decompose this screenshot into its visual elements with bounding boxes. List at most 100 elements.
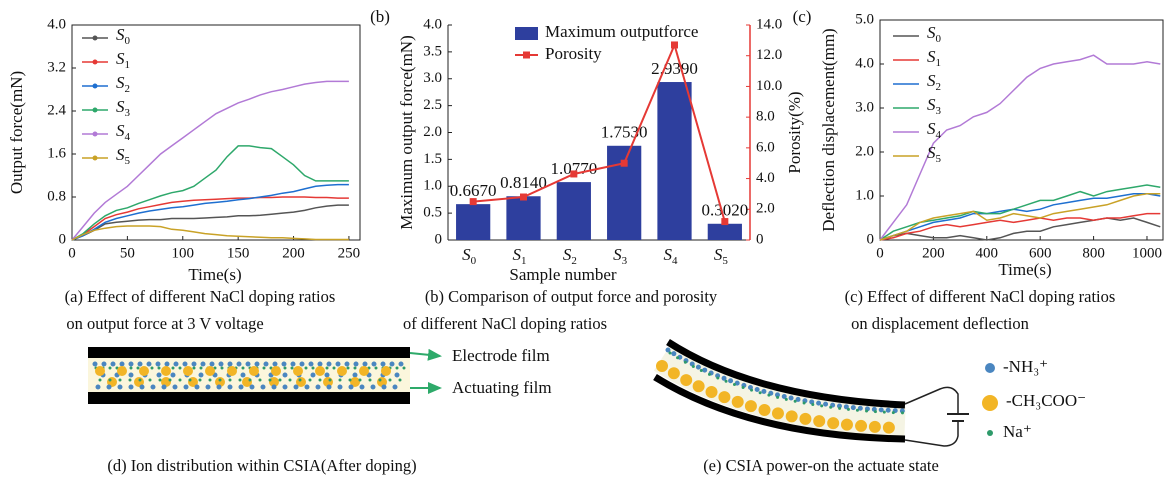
value-label: 0.3020 [701, 201, 748, 220]
legend-symbol [982, 395, 998, 411]
point-marker [570, 170, 577, 177]
y-tick-label: 1.0 [423, 178, 442, 194]
y-tick-label: 4.0 [47, 16, 66, 32]
y-tick-label: 4.0 [423, 16, 442, 32]
legend-label: S4 [927, 119, 942, 141]
y2-tick-label: 4.0 [756, 170, 775, 186]
x-tick-label: 250 [338, 245, 361, 261]
series-line [880, 55, 1160, 240]
y-axis-label: Output force(mN) [7, 71, 26, 194]
y-tick-label: 5.0 [855, 11, 874, 27]
y-axis-label: Maximum output force(mN) [397, 35, 416, 230]
legend-swatch [515, 27, 538, 40]
x-tick-label: 50 [120, 245, 135, 261]
x-axis-label: Sample number [509, 265, 617, 284]
x-tick-label: 100 [172, 245, 195, 261]
y2-tick-label: 12.0 [756, 47, 782, 63]
legend-label: S0 [927, 23, 942, 45]
legend-label: S3 [116, 97, 131, 119]
bar [506, 196, 540, 240]
label: Electrode film [452, 346, 550, 365]
x-axis-label: Time(s) [998, 260, 1051, 279]
value-label: 0.6670 [450, 181, 497, 200]
x-tick-label: 200 [282, 245, 305, 261]
y-tick-label: 2.0 [423, 124, 442, 140]
legend-label: Maximum outputforce [545, 22, 698, 41]
y2-tick-label: 14.0 [756, 16, 782, 32]
legend-label: S4 [116, 121, 131, 143]
legend-label: S5 [927, 143, 942, 165]
legend-label: -NH₃⁺ [1003, 357, 1048, 376]
panel-label: (c) [793, 7, 812, 26]
legend-label: S1 [116, 49, 130, 71]
legend-label: -CH₃COO⁻ [1006, 391, 1086, 410]
bar [708, 224, 742, 240]
x-tick-label: 800 [1082, 245, 1105, 261]
x-tick-label: S4 [664, 245, 679, 267]
x-tick-label: 200 [922, 245, 945, 261]
legend-symbol [985, 363, 995, 373]
legend-marker [93, 84, 98, 89]
value-label: 2.9390 [651, 59, 698, 78]
electrode-film [88, 392, 410, 404]
y2-tick-label: 2.0 [756, 201, 775, 217]
x-tick-label: 150 [227, 245, 250, 261]
diagram-e: -NH₃⁺ -CH₃COO⁻ Na⁺ (e) CSIA power-on the… [655, 342, 1086, 475]
page: {"chart_data": [ {"type": "line", "xlabe… [0, 0, 1173, 482]
legend-label: S2 [116, 73, 130, 95]
point-marker [671, 41, 678, 48]
legend-label: S3 [927, 95, 942, 117]
legend-marker [93, 156, 98, 161]
legend-marker [523, 52, 530, 59]
y-tick-label: 4.0 [855, 55, 874, 71]
x-tick-label: S2 [563, 245, 577, 267]
series-line [880, 194, 1160, 240]
panel-label: (b) [370, 7, 390, 26]
x-axis-label: Time(s) [188, 265, 241, 284]
y2-tick-label: 6.0 [756, 139, 775, 155]
x-tick-label: S3 [613, 245, 628, 267]
caption: (e) CSIA power-on the actuate state [703, 456, 939, 475]
x-tick-label: 0 [876, 245, 884, 261]
y-tick-label: 1.6 [47, 145, 66, 161]
y-tick-label: 0.5 [423, 205, 442, 221]
y-tick-label: 2.0 [855, 143, 874, 159]
x-tick-label: 600 [1029, 245, 1052, 261]
series-line [72, 226, 349, 240]
legend-label: S1 [927, 47, 941, 69]
legend-marker [93, 60, 98, 65]
caption: (b) Comparison of output force and poros… [425, 287, 718, 306]
point-marker [470, 198, 477, 205]
legend-label: S2 [927, 71, 941, 93]
series-line [72, 146, 349, 240]
caption: (c) Effect of different NaCl doping rati… [845, 287, 1116, 306]
caption: on output force at 3 V voltage [66, 314, 263, 333]
diagram-d: Electrode film Actuating film (d) Ion di… [88, 346, 552, 475]
legend-symbol [987, 430, 993, 436]
y-tick-label: 1.5 [423, 151, 442, 167]
x-tick-label: 0 [68, 245, 76, 261]
y-axis-label: Deflection displacement(mm) [819, 28, 838, 231]
bar [456, 204, 490, 240]
caption: (a) Effect of different NaCl doping rati… [65, 287, 336, 306]
point-marker [721, 218, 728, 225]
point-marker [621, 160, 628, 167]
x-tick-label: 400 [976, 245, 999, 261]
electrode-film [88, 347, 410, 358]
bar [657, 82, 691, 240]
arrow [410, 353, 440, 356]
caption: (d) Ion distribution within CSIA(After d… [107, 456, 416, 475]
caption: of different NaCl doping ratios [403, 314, 607, 333]
y2-tick-label: 10.0 [756, 78, 782, 94]
caption: on displacement deflection [851, 314, 1029, 333]
legend-marker [93, 132, 98, 137]
y-tick-label: 2.5 [423, 97, 442, 113]
y-tick-label: 3.0 [855, 99, 874, 115]
y-tick-label: 0.8 [47, 188, 66, 204]
y-tick-label: 2.4 [47, 102, 66, 118]
legend-label: S0 [116, 25, 131, 47]
y-tick-label: 1.0 [855, 187, 874, 203]
y2-axis-label: Porosity(%) [785, 91, 804, 173]
legend-marker [93, 36, 98, 41]
legend-label: S5 [116, 145, 131, 167]
